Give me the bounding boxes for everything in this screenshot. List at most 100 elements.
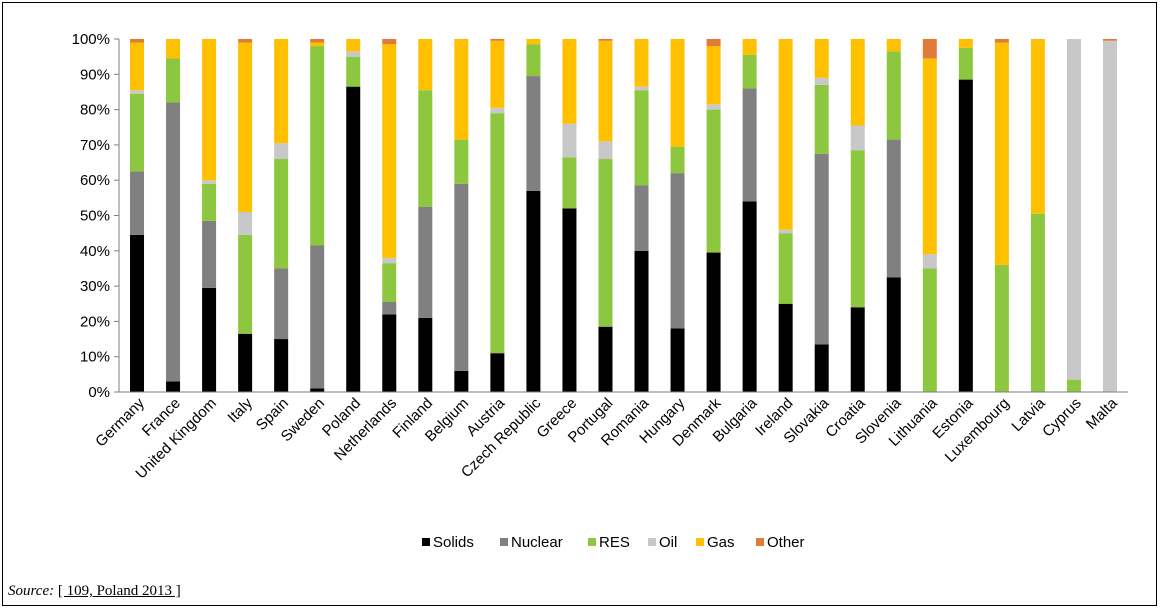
y-tick-label: 0%	[88, 384, 110, 401]
bar-segment	[1102, 40, 1117, 392]
bar-segment	[1066, 39, 1081, 380]
bar-segment	[706, 39, 721, 47]
bar-segment	[130, 42, 145, 91]
source-label: Source:	[8, 583, 55, 599]
bar-segment	[886, 51, 901, 140]
bar-segment	[382, 39, 397, 45]
bar-segment	[310, 245, 325, 389]
source-caption: Source: [ 109, Poland 2013 ]	[8, 583, 181, 600]
bar-segment	[850, 307, 865, 392]
bar-segment	[490, 113, 505, 354]
bar-segment	[814, 84, 829, 154]
bar-segment	[706, 104, 721, 110]
bar-segment	[454, 370, 469, 392]
bar-segment	[202, 287, 217, 392]
bar-segment	[526, 76, 541, 191]
bar-segment	[238, 234, 253, 334]
y-tick-label: 10%	[80, 349, 110, 366]
y-tick-label: 20%	[80, 313, 110, 330]
bar-segment	[238, 211, 253, 235]
bar-segment	[166, 102, 181, 382]
bar-segment	[526, 39, 541, 45]
bar-segment	[202, 183, 217, 221]
stacked-bar-chart: 0% 10% 20% 30% 40% 50% 60% 70% 80% 90% 100% Germany…	[72, 31, 1128, 551]
legend-entry: Gas	[707, 534, 735, 551]
bar-segment	[742, 39, 757, 55]
bar-segment	[454, 183, 469, 371]
bar-segment	[1066, 379, 1081, 392]
bar-segment	[598, 40, 613, 142]
bar-segment	[310, 388, 325, 392]
legend-entry: Oil	[659, 534, 677, 551]
bar-segment	[238, 333, 253, 392]
bar-segment	[274, 159, 289, 269]
bar-segment	[598, 39, 613, 41]
bar-segment	[958, 39, 973, 48]
bar-segment	[814, 344, 829, 392]
y-tick-label: 30%	[80, 278, 110, 295]
bar-segment	[274, 339, 289, 392]
bar-segment	[706, 252, 721, 392]
y-tick-label: 50%	[80, 208, 110, 225]
bar-segment	[130, 171, 145, 235]
bar-segment	[382, 301, 397, 315]
bar-segment	[706, 109, 721, 253]
bar-segment	[418, 90, 433, 207]
legend-entry: RES	[599, 534, 630, 551]
x-tick-label: Malta	[1083, 394, 1121, 432]
bar-segment	[886, 39, 901, 52]
bar-segment	[778, 39, 793, 230]
bar-segment	[778, 303, 793, 392]
bar-segment	[922, 58, 937, 255]
legend-swatch	[648, 538, 656, 546]
bar-segment	[490, 107, 505, 114]
bar-segment	[922, 39, 937, 59]
bar-segment	[562, 123, 577, 158]
bar-segment	[562, 39, 577, 124]
bar-segment	[850, 125, 865, 151]
bar-segment	[670, 39, 685, 147]
bar-segment	[346, 86, 361, 392]
bar-segment	[202, 220, 217, 288]
bar-segment	[490, 353, 505, 392]
bar-segment	[130, 234, 145, 392]
bar-segment	[490, 39, 505, 41]
legend-entry: Solids	[433, 534, 474, 551]
bar-segment	[274, 143, 289, 160]
bar-segment	[742, 88, 757, 202]
y-tick-label: 100%	[72, 31, 110, 48]
y-tick-label: 80%	[80, 102, 110, 119]
bar-segment	[634, 39, 649, 87]
bar-segment	[310, 42, 325, 47]
bar-segment	[130, 93, 145, 172]
bar-segment	[274, 39, 289, 144]
bar-segment	[994, 39, 1009, 43]
bar-segment	[634, 86, 649, 91]
legend-entry: Other	[767, 534, 805, 551]
y-tick-label: 60%	[80, 172, 110, 189]
bar-segment	[994, 264, 1009, 392]
bar-segment	[886, 139, 901, 278]
bar-segment	[958, 47, 973, 80]
bar-segment	[238, 42, 253, 212]
bar-segment	[310, 46, 325, 246]
legend-swatch	[696, 538, 704, 546]
x-tick-label: Germany	[92, 394, 148, 450]
bar-segment	[670, 173, 685, 329]
bar-segment	[346, 56, 361, 87]
bar-segment	[130, 90, 145, 94]
bar-segment	[814, 39, 829, 78]
bar-segment	[526, 190, 541, 392]
bar-segment	[130, 39, 145, 43]
bar-segment	[418, 317, 433, 392]
bar-segment	[886, 277, 901, 392]
bar-segment	[166, 58, 181, 103]
bar-segment	[274, 268, 289, 340]
source-reference-link[interactable]: [ 109, Poland 2013 ]	[57, 583, 181, 599]
y-tick-label: 70%	[80, 137, 110, 154]
bar-segment	[706, 46, 721, 105]
bar-segment	[238, 39, 253, 43]
x-tick-label: Italy	[224, 394, 256, 426]
bar-segment	[382, 44, 397, 258]
